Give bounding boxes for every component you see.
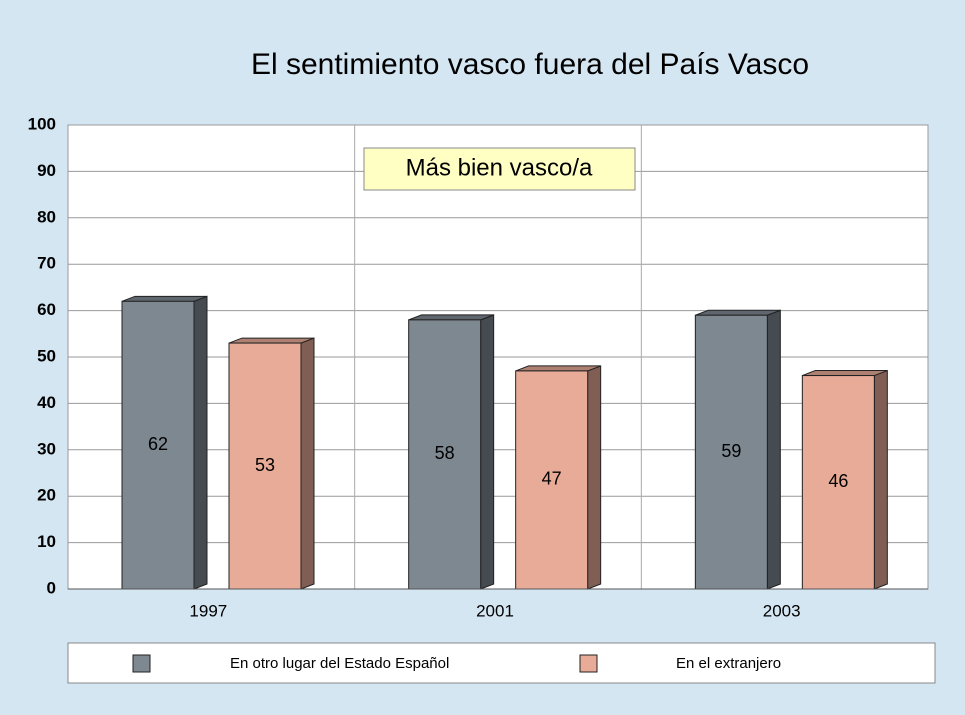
bar-top [515,365,601,372]
legend-label: En otro lugar del Estado Español [230,655,449,672]
bar-side [193,295,208,590]
bar [408,319,482,590]
x-tick-label: 1997 [189,601,227,620]
data-label: 58 [435,443,455,463]
data-label: 59 [721,441,741,461]
y-tick-label: 50 [37,346,56,365]
bar-top [408,314,494,321]
data-label: 46 [828,471,848,491]
legend-label: En el extranjero [676,655,781,672]
bar-top [228,337,315,344]
y-tick-label: 40 [37,393,56,412]
chart-title: El sentimiento vasco fuera del País Vasc… [251,48,809,81]
bar [801,375,875,590]
y-tick-label: 60 [37,300,56,319]
annotation: Más bien vasco/a [406,154,593,181]
bar [515,370,589,590]
bar-top [121,295,208,302]
x-tick-label: 2001 [476,601,514,620]
bar-top [802,370,888,377]
data-label: 62 [148,434,168,454]
bar-side [766,309,781,590]
bar [694,314,768,590]
y-tick-label: 30 [37,439,56,458]
y-tick-label: 90 [37,161,56,180]
legend-swatch [579,654,598,673]
y-tick-label: 70 [37,254,56,273]
legend [67,642,936,684]
x-tick-label: 2003 [763,601,801,620]
y-tick-label: 20 [37,486,56,505]
data-label: 53 [255,455,275,475]
y-tick-label: 80 [37,207,56,226]
bar-side [873,369,888,590]
bar-side [480,314,495,590]
y-tick-label: 10 [37,532,56,551]
annotation-box [363,147,636,191]
y-tick-label: 0 [47,578,56,597]
bar-top [695,309,781,316]
legend-swatch [132,654,151,673]
bar-side [300,337,315,590]
bar-side [587,365,602,590]
data-label: 47 [542,469,562,489]
y-tick-label: 100 [28,114,56,133]
